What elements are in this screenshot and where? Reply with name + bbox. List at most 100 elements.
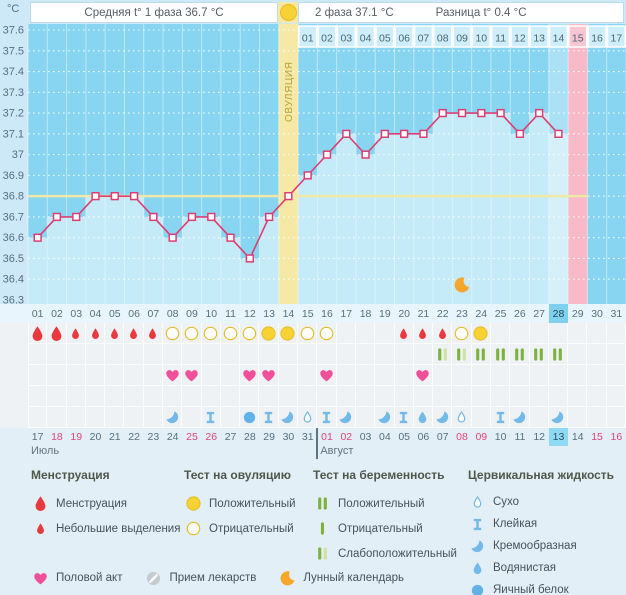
date-cell[interactable]: 23: [147, 431, 160, 443]
cycle-day-cell[interactable]: 03: [70, 307, 83, 320]
icon-cell-day-5[interactable]: [105, 365, 125, 386]
icon-cell-day-1[interactable]: [28, 344, 48, 365]
icon-cell-day-26[interactable]: [510, 344, 530, 365]
icon-cell-day-5[interactable]: [105, 344, 125, 365]
icon-cell-day-20[interactable]: [394, 344, 414, 365]
icon-cell-day-14[interactable]: [278, 323, 299, 344]
temperature-point[interactable]: [477, 108, 486, 118]
date-cell[interactable]: 27: [224, 431, 237, 443]
icon-cell-day-2[interactable]: [47, 365, 67, 386]
icon-cell-day-4[interactable]: [85, 407, 106, 428]
icon-cell-day-23[interactable]: [452, 323, 472, 344]
icon-cell-day-10[interactable]: [201, 365, 221, 386]
icon-cell-day-9[interactable]: [182, 344, 202, 365]
icon-cell-day-19[interactable]: [375, 323, 395, 344]
cycle-day-cell[interactable]: 26: [514, 307, 526, 320]
icon-cell-day-23[interactable]: [452, 344, 472, 365]
icon-cell-day-25[interactable]: [490, 344, 511, 365]
icon-cell-day-21[interactable]: [413, 365, 434, 386]
icon-cell-day-17[interactable]: [336, 344, 356, 365]
date-cell[interactable]: 01: [321, 431, 333, 443]
icon-cell-day-9[interactable]: [182, 386, 202, 407]
date-cell[interactable]: 16: [610, 431, 623, 443]
icon-cell-day-16[interactable]: [317, 344, 337, 365]
icon-cell-day-12[interactable]: [240, 344, 260, 365]
icon-cell-day-9[interactable]: [182, 407, 202, 428]
icon-cell-day-19[interactable]: [375, 365, 395, 386]
temperature-point[interactable]: [245, 254, 254, 263]
icon-cell-day-16[interactable]: [317, 323, 337, 344]
date-cell[interactable]: 24: [166, 431, 179, 443]
icon-cell-day-31[interactable]: [606, 344, 626, 365]
icon-cell-day-24[interactable]: [471, 344, 491, 365]
icon-cell-day-24[interactable]: [471, 407, 491, 428]
temperature-point[interactable]: [264, 212, 274, 222]
date-cell[interactable]: 20: [89, 431, 102, 443]
date-cell[interactable]: 12: [533, 431, 546, 443]
icon-cell-day-6[interactable]: [124, 407, 144, 428]
icon-cell-day-2[interactable]: [47, 407, 67, 428]
icon-cell-day-15[interactable]: [298, 386, 318, 407]
icon-cell-day-29[interactable]: [568, 365, 588, 386]
date-cell[interactable]: 31: [301, 431, 314, 443]
icon-cell-day-1[interactable]: [28, 323, 48, 344]
cycle-day-cell[interactable]: 16: [321, 307, 333, 320]
icon-cell-day-27[interactable]: [529, 365, 549, 386]
icon-cell-day-10[interactable]: [201, 344, 221, 365]
icon-cell-day-25[interactable]: [490, 386, 511, 407]
icon-cell-day-21[interactable]: [413, 323, 434, 344]
temperature-point[interactable]: [322, 150, 332, 159]
dpo-cell[interactable]: [413, 25, 434, 48]
icon-cell-day-25[interactable]: [490, 407, 511, 428]
icon-cell-day-10[interactable]: [201, 407, 221, 428]
icon-cell-day-29[interactable]: [568, 344, 588, 365]
icon-cell-day-22[interactable]: [433, 323, 453, 344]
icon-cell-day-16[interactable]: [317, 365, 337, 386]
date-cell[interactable]: 07: [436, 431, 449, 443]
icon-cell-day-13[interactable]: [259, 365, 279, 386]
icon-cell-day-18[interactable]: [355, 365, 376, 386]
icon-cell-day-13[interactable]: [259, 407, 279, 428]
dpo-cell[interactable]: [452, 25, 472, 48]
icon-cell-day-30[interactable]: [587, 323, 607, 344]
dpo-cell[interactable]: [568, 25, 588, 48]
icon-cell-day-25[interactable]: [490, 365, 511, 386]
cycle-day-cell[interactable]: 23: [456, 307, 468, 320]
temperature-point[interactable]: [33, 233, 42, 242]
icon-cell-day-17[interactable]: [336, 323, 356, 344]
icon-cell-day-26[interactable]: [510, 323, 530, 344]
icon-cell-day-25[interactable]: [490, 323, 511, 344]
icon-cell-day-8[interactable]: [163, 386, 183, 407]
icon-cell-day-10[interactable]: [201, 323, 221, 344]
dpo-cell[interactable]: [317, 25, 337, 48]
dpo-cell[interactable]: [433, 25, 453, 48]
cycle-day-cell[interactable]: 05: [108, 307, 121, 320]
icon-cell-day-27[interactable]: [529, 323, 549, 344]
icon-cell-day-29[interactable]: [568, 407, 588, 428]
temperature-point[interactable]: [515, 129, 525, 138]
cycle-day-cell[interactable]: 15: [301, 307, 314, 320]
dpo-cell[interactable]: [490, 25, 511, 48]
icon-cell-day-16[interactable]: [317, 407, 337, 428]
icon-cell-day-23[interactable]: [452, 386, 472, 407]
icon-cell-day-8[interactable]: [163, 407, 183, 428]
cycle-day-cell[interactable]: 22: [436, 307, 449, 320]
date-cell[interactable]: 26: [205, 431, 218, 443]
dpo-cell[interactable]: [298, 25, 318, 48]
cycle-day-cell[interactable]: 27: [533, 307, 546, 320]
icon-cell-day-5[interactable]: [105, 386, 125, 407]
icon-cell-day-31[interactable]: [606, 323, 626, 344]
temperature-point[interactable]: [91, 192, 100, 201]
icon-cell-day-9[interactable]: [182, 365, 202, 386]
icon-cell-day-6[interactable]: [124, 344, 144, 365]
cycle-day-cell[interactable]: 11: [225, 307, 236, 320]
icon-cell-day-11[interactable]: [220, 407, 241, 428]
icon-cell-day-22[interactable]: [433, 386, 453, 407]
temperature-point[interactable]: [226, 233, 235, 242]
icon-cell-day-11[interactable]: [220, 386, 241, 407]
icon-cell-day-8[interactable]: [163, 323, 183, 344]
dpo-cell[interactable]: [375, 25, 395, 48]
icon-cell-day-28[interactable]: [548, 365, 569, 386]
cycle-day-cell[interactable]: 17: [340, 307, 353, 320]
dpo-cell[interactable]: [587, 25, 607, 48]
